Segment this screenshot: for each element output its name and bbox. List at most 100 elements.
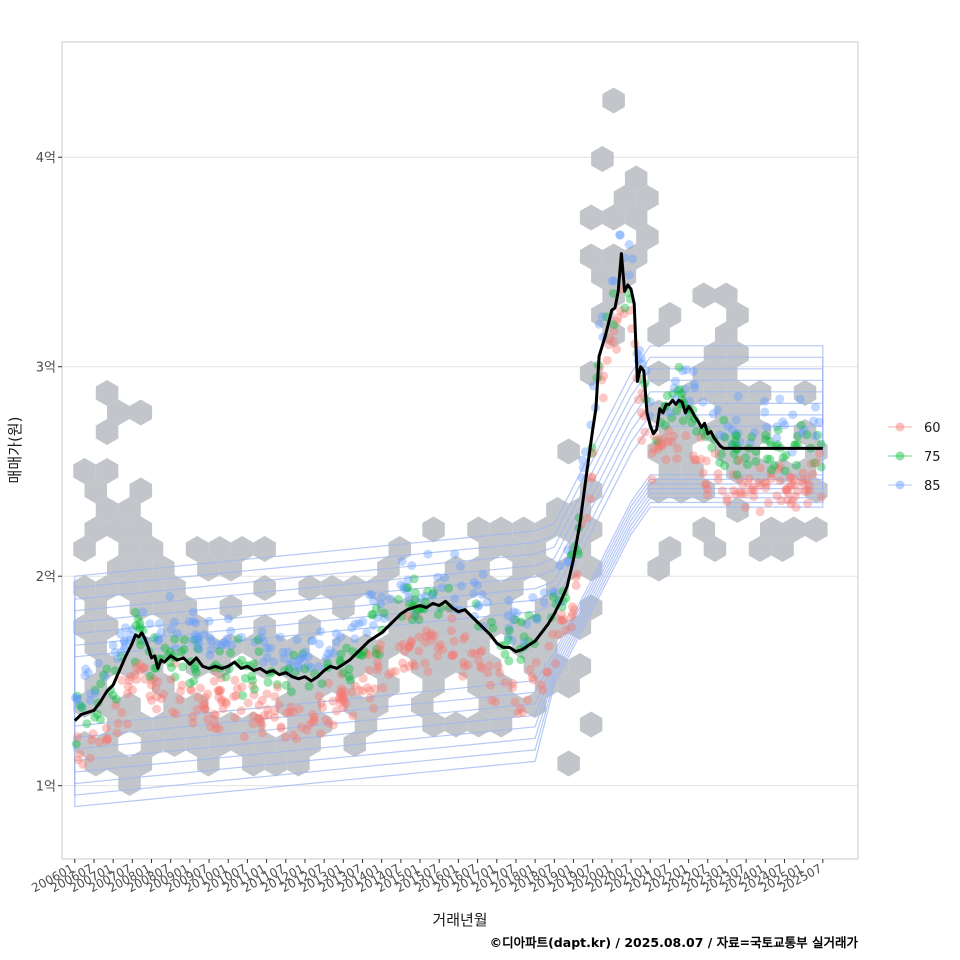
transaction-point (782, 485, 792, 495)
transaction-point (236, 706, 246, 716)
transaction-point (636, 353, 646, 363)
density-contour (74, 356, 824, 796)
transaction-point (190, 635, 200, 645)
transaction-point (660, 433, 670, 443)
transaction-point (152, 692, 162, 702)
transaction-point (379, 614, 389, 623)
plot-panel-border (61, 41, 859, 860)
transaction-point (793, 486, 802, 496)
transaction-point (354, 685, 364, 695)
transaction-point (350, 634, 360, 644)
transaction-point (811, 431, 821, 441)
transaction-point (772, 491, 782, 501)
transaction-point (619, 309, 629, 319)
transaction-point (243, 698, 253, 708)
transaction-point (403, 583, 413, 593)
transaction-point (376, 640, 385, 650)
transaction-point (108, 690, 118, 700)
transaction-point (671, 376, 680, 386)
transaction-point (213, 685, 223, 695)
hexbin-cell (703, 536, 727, 562)
transaction-point (470, 649, 480, 659)
transaction-point (531, 613, 541, 623)
transaction-point (450, 594, 460, 604)
transaction-point (204, 616, 214, 626)
transaction-point (785, 481, 795, 491)
hexbin-cell (726, 341, 749, 367)
transaction-point (369, 703, 378, 713)
transaction-point (783, 487, 793, 497)
transaction-point (70, 693, 80, 703)
transaction-point (367, 610, 377, 620)
y-axis-title: 매매가(원) (6, 417, 24, 484)
transaction-point (210, 666, 220, 676)
transaction-point (813, 430, 823, 440)
hexbin-cell (208, 653, 231, 679)
transaction-point (743, 478, 753, 488)
hexbin-cell (377, 633, 400, 660)
hexbin-cell (669, 438, 693, 465)
hexbin-cell (287, 633, 310, 660)
transaction-point (414, 646, 424, 656)
hexbin-density (73, 87, 828, 796)
transaction-point (71, 739, 81, 749)
transaction-point (211, 724, 221, 734)
transaction-point (436, 640, 446, 650)
transaction-point (748, 483, 757, 493)
legend-label-60: 60 (924, 421, 941, 436)
transaction-point (798, 479, 808, 489)
transaction-point (448, 650, 458, 660)
transaction-point (215, 646, 225, 656)
transaction-point (744, 474, 754, 484)
transaction-point (508, 679, 518, 688)
transaction-point (379, 608, 389, 618)
hexbin-cell (118, 497, 141, 523)
transaction-point (156, 627, 166, 637)
transaction-point (159, 689, 169, 699)
transaction-point (637, 435, 647, 445)
transaction-point (519, 632, 529, 642)
transaction-point (519, 638, 529, 648)
hexbin-cell (230, 536, 254, 562)
transaction-point (80, 671, 90, 681)
transaction-point (296, 722, 306, 732)
transaction-point (654, 441, 664, 451)
transaction-point (283, 647, 293, 657)
transaction-point (456, 581, 466, 591)
transaction-point (289, 650, 299, 660)
transaction-point (727, 425, 737, 435)
transaction-point (179, 635, 189, 645)
transaction-point (338, 691, 348, 701)
transaction-point (539, 597, 549, 607)
transaction-point (760, 407, 770, 417)
transaction-point (257, 627, 267, 637)
transaction-point (696, 454, 706, 464)
transaction-point (812, 457, 822, 467)
transaction-point (625, 305, 635, 315)
transaction-point (270, 712, 280, 722)
transaction-point (459, 658, 468, 667)
transaction-point (221, 640, 231, 650)
hexbin-cell (287, 750, 310, 777)
transaction-point (90, 712, 100, 722)
hexbin-cell (84, 672, 107, 699)
transaction-point (473, 602, 483, 611)
transaction-point (151, 683, 161, 693)
transaction-point (717, 486, 727, 496)
transaction-point (814, 417, 824, 427)
transaction-point (248, 676, 257, 686)
transaction-point (615, 230, 625, 240)
transaction-point (132, 675, 141, 685)
transaction-point (612, 344, 621, 354)
transaction-point (354, 619, 364, 628)
transaction-point (316, 627, 325, 636)
transaction-point (221, 698, 231, 708)
transaction-point (152, 632, 162, 642)
transaction-point (347, 687, 357, 697)
transaction-point (372, 648, 382, 658)
hexbin-cell (591, 263, 614, 289)
hexbin-cell (467, 555, 490, 582)
transaction-point (684, 396, 694, 406)
transaction-point (367, 589, 377, 599)
transaction-point (616, 306, 626, 315)
